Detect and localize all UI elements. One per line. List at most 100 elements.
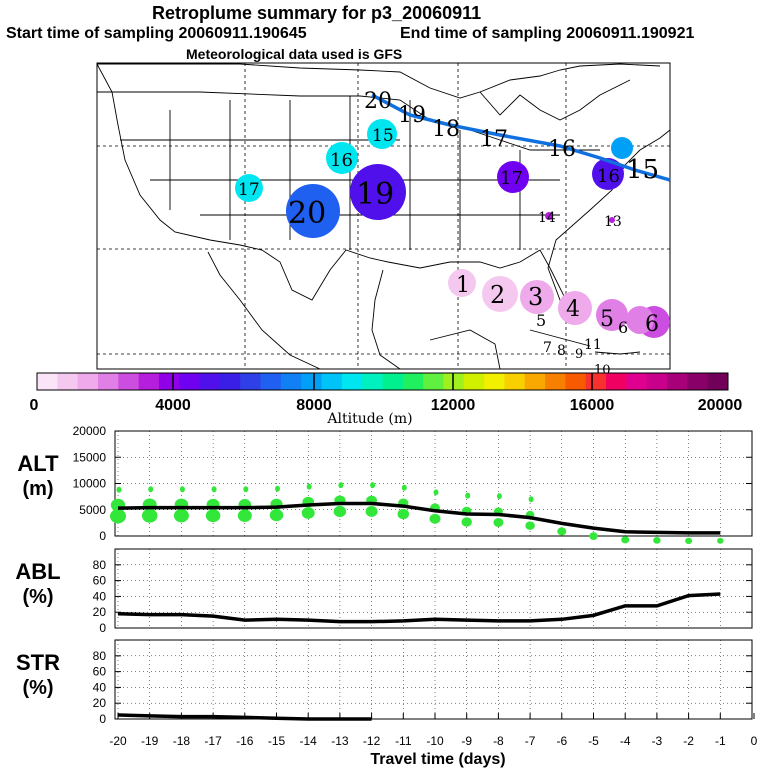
colorbar-swatch: [57, 373, 79, 390]
plume-label: 6: [645, 312, 659, 337]
alt-scatter-point: [141, 508, 158, 523]
alt-series-line: [117, 501, 721, 535]
end-time: End time of sampling 20060911.190921: [400, 25, 695, 42]
colorbar-swatch: [77, 373, 99, 390]
alt-scatter-point: [269, 509, 284, 522]
abl-series-line: [117, 592, 721, 624]
colorbar-ticks: 0 4000 8000 12000 16000 20000: [30, 397, 743, 414]
plume-label: 5: [600, 307, 614, 332]
colorbar-swatch: [118, 373, 140, 390]
trajectory-line: [371, 93, 671, 182]
x-tick-label: -18: [173, 734, 191, 748]
alt-scatter-point: [338, 482, 344, 489]
alt-scatter-point: [493, 517, 504, 527]
y-tick-label: 0: [99, 712, 106, 726]
track-label: 18: [432, 117, 460, 142]
colorbar-swatch: [463, 373, 485, 390]
colorbar-swatch: [240, 373, 262, 390]
plume-marker: [286, 184, 340, 238]
plume-label: 15: [372, 126, 394, 146]
y-tick-label: 20: [93, 605, 107, 619]
x-tick-label: -12: [363, 734, 381, 748]
plume-marker: [596, 299, 628, 331]
x-tick-label: -14: [300, 734, 318, 748]
plume-label: 5: [536, 311, 546, 330]
colorbar-frame: [36, 372, 729, 391]
alt-scatter-point: [237, 509, 252, 522]
track-label: 20: [364, 89, 392, 114]
alt-scatter-point: [333, 505, 347, 518]
colorbar-swatch: [301, 373, 323, 390]
alt-scatter-point: [461, 517, 472, 527]
y-tick-label: 60: [93, 665, 107, 679]
x-tick-label: -11: [395, 734, 412, 748]
colorbar-tick-label: 8000: [296, 397, 332, 414]
x-axis-label: Travel time (days): [370, 751, 505, 768]
alt-scatter-point: [685, 537, 693, 544]
time-series-panels: 05000100001500020000ALT(m)020406080ABL(%…: [15, 424, 757, 768]
x-tick-label: -19: [141, 734, 159, 748]
alt-scatter-point: [205, 509, 221, 523]
alt-scatter-point: [589, 532, 598, 540]
y-tick-label: 40: [93, 680, 107, 694]
x-tick-label: -9: [461, 734, 472, 748]
colorbar: [36, 372, 729, 391]
plume-label: 6: [618, 318, 628, 337]
y-axis-label: ABL: [15, 559, 60, 584]
y-axis-label: ALT: [17, 451, 59, 476]
alt-scatter-point: [717, 537, 724, 544]
plume-marker: [611, 137, 633, 159]
plume-label: 3: [528, 283, 543, 311]
plume-marker: [520, 280, 554, 314]
x-tick-label: -6: [556, 734, 567, 748]
colorbar-tick-label: 12000: [431, 397, 476, 414]
x-tick-label: -1: [715, 734, 726, 748]
alt-scatter-point: [179, 486, 185, 493]
x-tick-label: -4: [620, 734, 631, 748]
colorbar-swatch: [504, 373, 526, 390]
plume-label: 17: [238, 180, 260, 200]
y-tick-label: 80: [93, 649, 107, 663]
alt-scatter-point: [173, 508, 189, 523]
plume-label: 9: [575, 347, 583, 362]
alt-scatter-point: [116, 486, 122, 493]
alt-scatter-point: [528, 496, 534, 503]
alt-scatter-point: [525, 521, 535, 530]
colorbar-tick-label: 4000: [155, 397, 191, 414]
colorbar-swatch: [321, 373, 343, 390]
plume-label: 20: [288, 196, 326, 231]
colorbar-swatch: [382, 373, 404, 390]
y-axis-unit: (%): [22, 586, 53, 608]
alt-scatter-point: [110, 508, 126, 524]
plume-marker: [626, 306, 654, 334]
colorbar-swatch: [565, 373, 587, 390]
plume-label: 1: [456, 273, 470, 298]
plume-marker: [326, 142, 358, 174]
colorbar-swatch: [219, 373, 241, 390]
y-axis-unit: (m): [22, 478, 53, 500]
y-tick-label: 5000: [79, 503, 106, 517]
alt-scatter-point: [211, 486, 217, 493]
plume-marker: [482, 276, 518, 312]
x-tick-label: -3: [652, 734, 663, 748]
x-tick-label: -13: [331, 734, 349, 748]
x-tick-label: -20: [109, 734, 127, 748]
colorbar-swatch: [626, 373, 648, 390]
plume-label: 11: [584, 337, 602, 353]
x-tick-label: -5: [588, 734, 599, 748]
plume-marker: [609, 217, 615, 223]
x-tick-label: -8: [493, 734, 504, 748]
colorbar-swatch: [545, 373, 566, 390]
x-tick-label: -10: [426, 734, 444, 748]
y-tick-label: 15000: [73, 450, 107, 464]
colorbar-tick-label: 0: [30, 397, 39, 414]
alt-scatter-point: [301, 507, 315, 519]
alt-scatter-point: [275, 485, 280, 492]
plume-label: 16: [597, 166, 620, 187]
alt-scatter-point: [433, 489, 439, 496]
track-label: 17: [480, 127, 508, 152]
x-tick-label: 0: [751, 734, 758, 748]
